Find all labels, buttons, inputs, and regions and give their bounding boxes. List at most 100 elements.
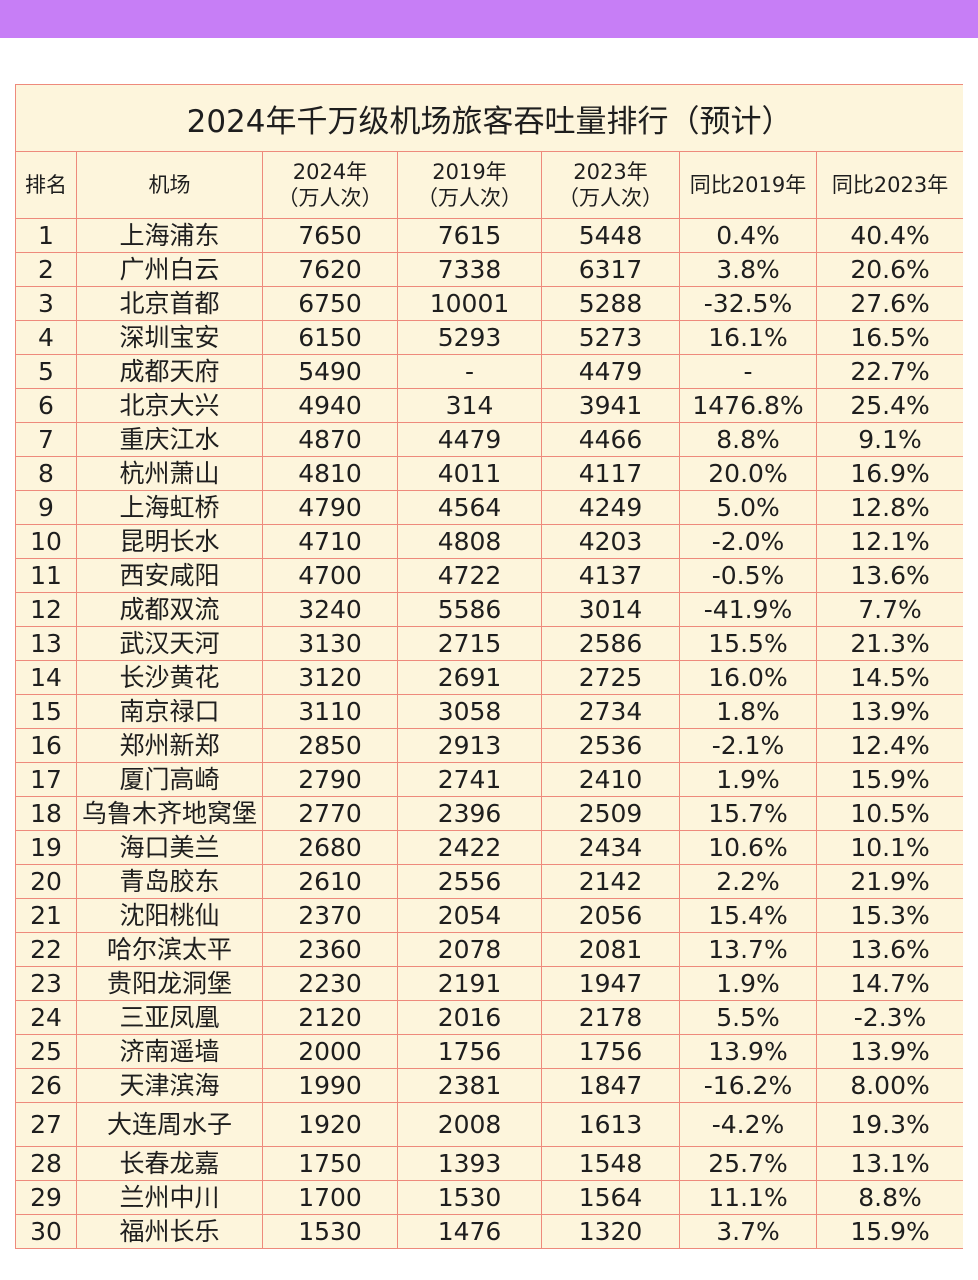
data-row: 26 天津滨海 1990 2381 1847 -16.2% 8.00% — [15, 1068, 963, 1103]
cell: 长春龙嘉 — [76, 1146, 263, 1181]
cell: 天津滨海 — [76, 1068, 263, 1103]
cell: 5273 — [541, 320, 680, 355]
data-row: 3 北京首都 6750 10001 5288 -32.5% 27.6% — [15, 286, 963, 321]
cell: 9 — [15, 490, 77, 525]
header-cell: 机场 — [76, 151, 263, 219]
cell: 13 — [15, 626, 77, 661]
cell: 13.9% — [815, 694, 963, 729]
cell: 4710 — [262, 524, 398, 559]
cell: 3110 — [262, 694, 398, 729]
cell: 15.9% — [815, 762, 963, 797]
data-row: 15 南京禄口 3110 3058 2734 1.8% 13.9% — [15, 694, 963, 729]
data-row: 14 长沙黄花 3120 2691 2725 16.0% 14.5% — [15, 660, 963, 695]
cell: 8.8% — [815, 1180, 963, 1215]
cell: 21.9% — [815, 864, 963, 899]
data-row: 7 重庆江水 4870 4479 4466 8.8% 9.1% — [15, 422, 963, 457]
cell: 2360 — [262, 932, 398, 967]
cell: 7.7% — [815, 592, 963, 627]
cell: 16.5% — [815, 320, 963, 355]
data-row: 6 北京大兴 4940 314 3941 1476.8% 25.4% — [15, 388, 963, 423]
cell: 4722 — [397, 558, 542, 593]
cell: 26 — [15, 1068, 77, 1103]
data-row: 2 广州白云 7620 7338 6317 3.8% 20.6% — [15, 252, 963, 287]
cell: 10.6% — [679, 830, 817, 865]
cell: 1847 — [541, 1068, 680, 1103]
cell: 2691 — [397, 660, 542, 695]
cell: 9.1% — [815, 422, 963, 457]
data-row: 24 三亚凤凰 2120 2016 2178 5.5% -2.3% — [15, 1000, 963, 1035]
cell: 15.9% — [815, 1214, 963, 1249]
cell: 20.0% — [679, 456, 817, 491]
cell: 10.5% — [815, 796, 963, 831]
cell: 2381 — [397, 1068, 542, 1103]
cell: 4564 — [397, 490, 542, 525]
header-line: 2024年 — [292, 160, 368, 184]
header-cell: 2024年 （万人次） — [262, 151, 398, 219]
cell: 上海浦东 — [76, 218, 263, 253]
cell: - — [679, 354, 817, 389]
cell: 1476.8% — [679, 388, 817, 423]
header-line: （万人次） — [558, 186, 663, 210]
cell: 1320 — [541, 1214, 680, 1249]
cell: 2142 — [541, 864, 680, 899]
cell: 1 — [15, 218, 77, 253]
top-bar — [0, 0, 978, 38]
cell: 1756 — [541, 1034, 680, 1069]
cell: 3014 — [541, 592, 680, 627]
cell: 4810 — [262, 456, 398, 491]
cell: 2 — [15, 252, 77, 287]
cell: 13.9% — [679, 1034, 817, 1069]
data-row: 9 上海虹桥 4790 4564 4249 5.0% 12.8% — [15, 490, 963, 525]
cell: 4117 — [541, 456, 680, 491]
cell: 乌鲁木齐地窝堡 — [76, 796, 263, 831]
cell: 北京首都 — [76, 286, 263, 321]
cell: 15.3% — [815, 898, 963, 933]
cell: 2790 — [262, 762, 398, 797]
cell: 314 — [397, 388, 542, 423]
cell: 2054 — [397, 898, 542, 933]
cell: 12 — [15, 592, 77, 627]
cell: 2770 — [262, 796, 398, 831]
cell: 三亚凤凰 — [76, 1000, 263, 1035]
cell: 2725 — [541, 660, 680, 695]
cell: 济南遥墙 — [76, 1034, 263, 1069]
cell: 21.3% — [815, 626, 963, 661]
data-row: 22 哈尔滨太平 2360 2078 2081 13.7% 13.6% — [15, 932, 963, 967]
data-row: 8 杭州萧山 4810 4011 4117 20.0% 16.9% — [15, 456, 963, 491]
cell: 4479 — [541, 354, 680, 389]
data-row: 16 郑州新郑 2850 2913 2536 -2.1% 12.4% — [15, 728, 963, 763]
cell: 上海虹桥 — [76, 490, 263, 525]
cell: 24 — [15, 1000, 77, 1035]
cell: 2191 — [397, 966, 542, 1001]
header-line: （万人次） — [277, 186, 383, 210]
cell: 6150 — [262, 320, 398, 355]
cell: 2850 — [262, 728, 398, 763]
cell: 18 — [15, 796, 77, 831]
cell: 3120 — [262, 660, 398, 695]
data-row: 27 大连周水子 1920 2008 1613 -4.2% 19.3% — [15, 1102, 963, 1147]
header-cell: 同比2019年 — [679, 151, 817, 219]
cell: 福州长乐 — [76, 1214, 263, 1249]
data-row: 20 青岛胶东 2610 2556 2142 2.2% 21.9% — [15, 864, 963, 899]
cell: 11 — [15, 558, 77, 593]
cell: 海口美兰 — [76, 830, 263, 865]
cell: 1564 — [541, 1180, 680, 1215]
cell: 2556 — [397, 864, 542, 899]
data-row: 28 长春龙嘉 1750 1393 1548 25.7% 13.1% — [15, 1146, 963, 1181]
cell: 贵阳龙洞堡 — [76, 966, 263, 1001]
cell: 4808 — [397, 524, 542, 559]
cell: 广州白云 — [76, 252, 263, 287]
cell: -16.2% — [679, 1068, 817, 1103]
cell: 22 — [15, 932, 77, 967]
data-row: 18 乌鲁木齐地窝堡 2770 2396 2509 15.7% 10.5% — [15, 796, 963, 831]
cell: -2.1% — [679, 728, 817, 763]
cell: 16.9% — [815, 456, 963, 491]
cell: 19.3% — [815, 1102, 963, 1147]
cell: 2056 — [541, 898, 680, 933]
cell: 17 — [15, 762, 77, 797]
cell: 25.7% — [679, 1146, 817, 1181]
header-line: 2023年 — [573, 160, 648, 184]
cell: 21 — [15, 898, 77, 933]
cell: 2509 — [541, 796, 680, 831]
cell: 3 — [15, 286, 77, 321]
